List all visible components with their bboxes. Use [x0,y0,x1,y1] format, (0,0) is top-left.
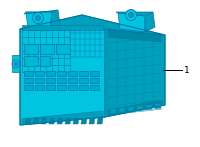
Polygon shape [22,111,103,125]
Bar [35,71,44,76]
Bar [35,78,44,83]
Polygon shape [50,10,60,29]
Bar [57,78,66,83]
Bar [24,44,38,54]
Polygon shape [25,118,31,124]
Polygon shape [57,118,63,124]
Polygon shape [128,106,134,112]
Polygon shape [116,12,153,16]
Bar [24,71,33,76]
Polygon shape [65,118,71,124]
Bar [40,56,50,66]
Polygon shape [81,118,87,124]
Polygon shape [108,100,162,115]
Bar [24,56,38,66]
Bar [79,78,88,83]
Bar [24,78,33,83]
Bar [79,71,88,76]
Bar [68,78,77,83]
Polygon shape [155,103,161,109]
Bar [90,78,99,83]
Text: 1: 1 [184,66,190,75]
Polygon shape [41,118,47,124]
Bar [40,44,54,54]
Polygon shape [12,55,20,72]
Polygon shape [108,30,162,42]
Polygon shape [118,13,145,32]
Polygon shape [146,104,152,110]
Polygon shape [24,10,58,14]
Bar [46,71,55,76]
Bar [57,85,66,90]
Bar [68,71,77,76]
Bar [68,85,77,90]
Bar [79,85,88,90]
Circle shape [14,62,18,66]
Polygon shape [26,12,52,29]
Circle shape [12,60,20,68]
Polygon shape [73,118,79,124]
Bar [56,44,70,54]
Circle shape [36,16,40,20]
Circle shape [32,12,44,24]
Polygon shape [105,29,165,117]
Polygon shape [49,118,55,124]
Bar [24,85,33,90]
Polygon shape [20,15,165,35]
Polygon shape [33,118,39,124]
Bar [57,71,66,76]
Circle shape [126,10,136,20]
Bar [90,85,99,90]
Polygon shape [119,107,125,113]
Polygon shape [22,25,103,30]
Bar [90,71,99,76]
Polygon shape [20,29,105,125]
Polygon shape [89,118,95,124]
Polygon shape [137,105,143,111]
Polygon shape [97,118,103,124]
Polygon shape [145,12,155,32]
Bar [46,78,55,83]
Polygon shape [110,108,116,114]
Circle shape [129,12,133,17]
Bar [35,85,44,90]
Bar [46,85,55,90]
